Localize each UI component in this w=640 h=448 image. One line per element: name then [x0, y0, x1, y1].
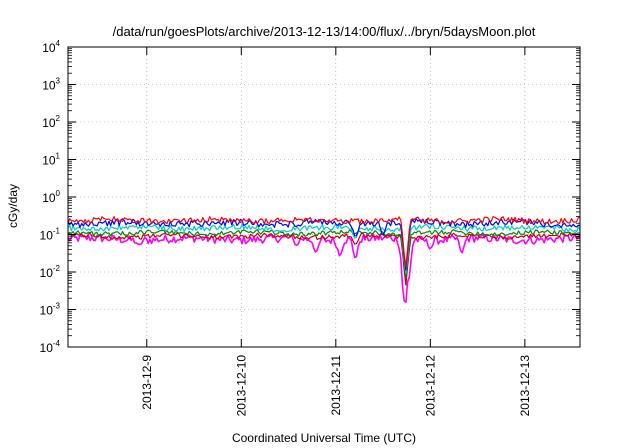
y-axis-label: cGy/day: [6, 184, 20, 228]
y-tick-label: 102: [42, 114, 60, 130]
y-tick-exponent: 3: [56, 77, 61, 86]
y-tick-label: 103: [42, 77, 60, 93]
y-tick-base: 10: [42, 116, 56, 130]
y-tick-base: 10: [40, 229, 54, 243]
y-tick-label: 104: [42, 39, 60, 55]
y-tick-exponent: 0: [56, 189, 61, 198]
chart-title: /data/run/goesPlots/archive/2013-12-13/1…: [113, 24, 536, 39]
y-tick-base: 10: [42, 41, 56, 55]
x-tick-label: 2013-12-10: [234, 355, 248, 417]
y-tick-label: 10-2: [40, 264, 61, 280]
y-tick-base: 10: [40, 304, 54, 318]
y-tick-label: 10-1: [40, 227, 61, 243]
y-tick-label: 10-3: [40, 302, 61, 318]
y-tick-label: 100: [42, 189, 60, 205]
y-tick-label: 101: [42, 152, 60, 168]
grid-lines: [68, 47, 580, 347]
x-tick-label: 2013-12-13: [518, 355, 532, 417]
y-tick-exponent: -4: [53, 339, 61, 348]
x-tick-label: 2013-12-11: [329, 355, 343, 416]
series-line: [67, 232, 581, 286]
y-tick-base: 10: [42, 191, 56, 205]
y-tick-exponent: -2: [53, 264, 61, 273]
series-line: [67, 216, 581, 268]
y-tick-label: 10-4: [40, 339, 61, 355]
x-tick-label: 2013-12-9: [140, 355, 154, 410]
y-tick-base: 10: [40, 266, 54, 280]
series-line: [67, 229, 581, 279]
x-tick-label: 2013-12-12: [423, 355, 437, 417]
y-tick-exponent: -1: [53, 227, 61, 236]
x-axis-label: Coordinated Universal Time (UTC): [232, 431, 416, 445]
series-layer: [67, 216, 581, 304]
x-tick-labels: 2013-12-9 2013-12-10 2013-12-11 2013-12-12 2…: [140, 355, 532, 417]
y-tick-exponent: 4: [56, 39, 61, 48]
y-tick-exponent: -3: [53, 302, 61, 311]
y-tick-base: 10: [42, 154, 56, 168]
y-tick-base: 10: [42, 79, 56, 93]
y-tick-exponent: 1: [56, 152, 61, 161]
series-line: [67, 233, 581, 304]
tick-marks: [68, 46, 580, 348]
series-line: [67, 223, 581, 275]
y-tick-exponent: 2: [56, 114, 61, 123]
y-tick-base: 10: [40, 341, 54, 355]
